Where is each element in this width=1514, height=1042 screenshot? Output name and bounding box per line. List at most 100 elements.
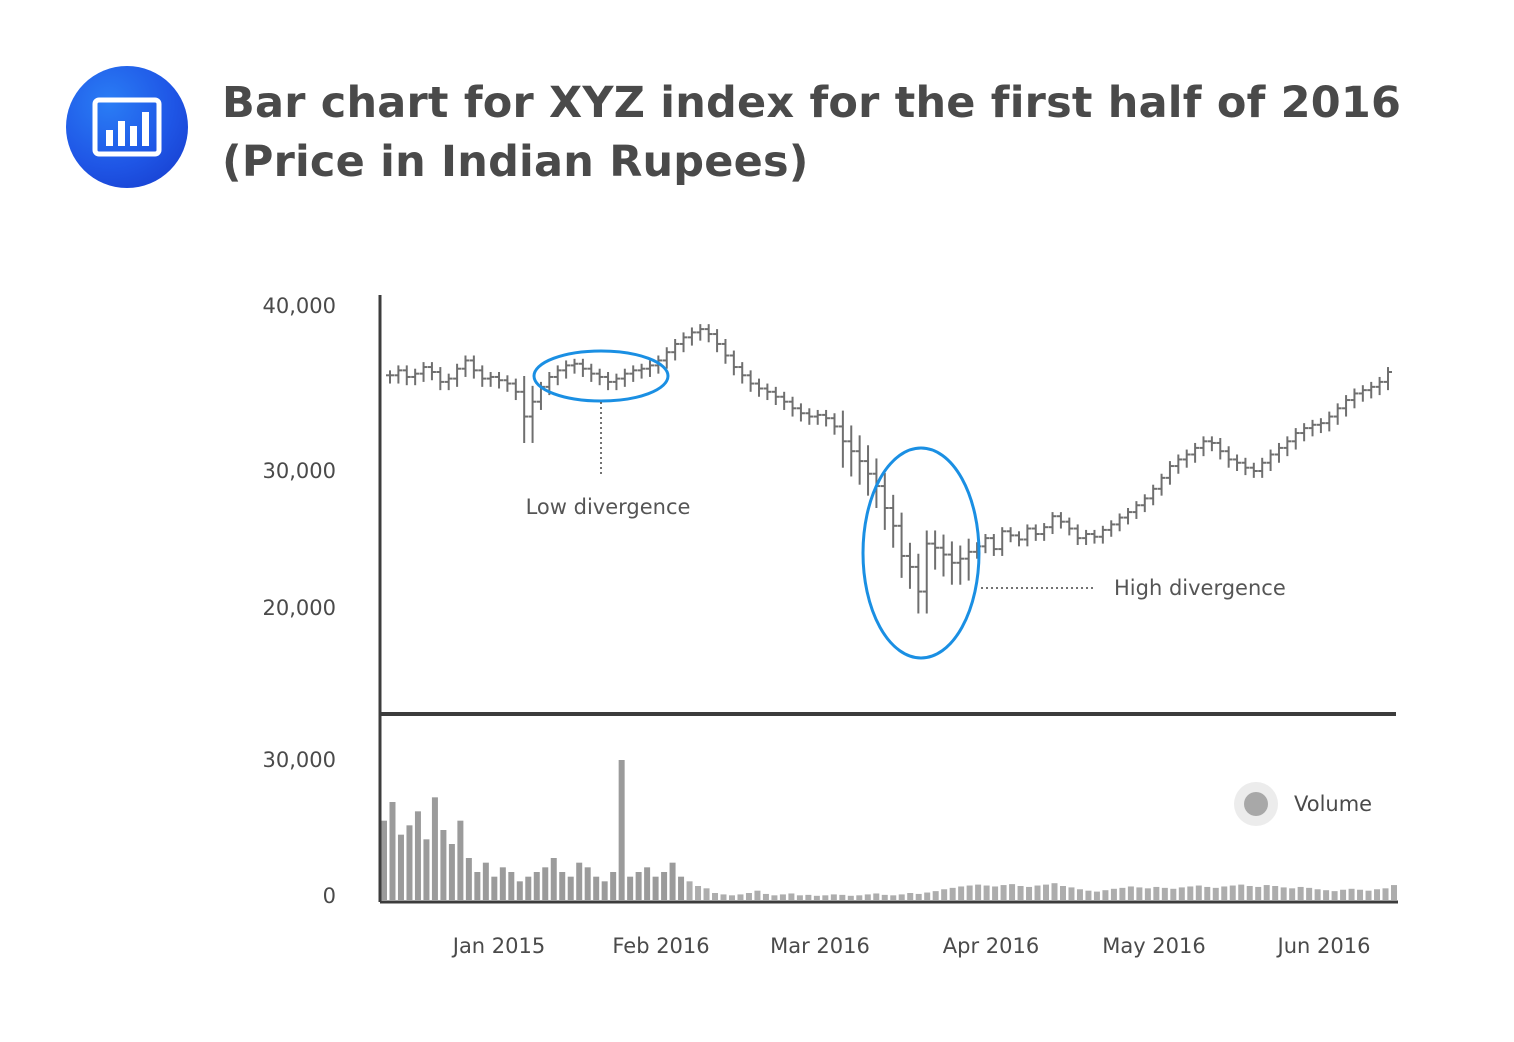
price-bar: [570, 358, 579, 374]
volume-bar: [448, 844, 455, 900]
price-bar: [931, 530, 940, 570]
volume-bar: [1212, 887, 1219, 900]
price-bar: [1006, 527, 1015, 543]
volume-bar: [1026, 886, 1033, 900]
price-bar: [1350, 388, 1359, 409]
price-bar: [612, 373, 621, 391]
price-bar: [528, 385, 537, 443]
x-tick-label: Jun 2016: [1276, 934, 1371, 958]
price-bar: [1233, 454, 1242, 471]
volume-bar: [1263, 885, 1270, 900]
price-bar: [897, 512, 906, 578]
price-bar: [1140, 494, 1149, 513]
volume-bar: [1357, 889, 1364, 900]
price-bar: [864, 445, 873, 496]
volume-bar: [745, 893, 752, 900]
volume-bar: [966, 885, 973, 900]
price-bars: [386, 324, 1392, 614]
volume-bar: [652, 876, 659, 900]
volume-bar: [381, 820, 387, 900]
price-bar: [503, 375, 512, 392]
volume-bar: [516, 881, 523, 900]
price-bar: [1056, 512, 1065, 529]
volume-bar: [1255, 886, 1262, 900]
price-bar: [1082, 529, 1091, 545]
price-bar: [838, 410, 847, 468]
volume-bar: [856, 895, 863, 900]
price-bar: [989, 534, 998, 556]
volume-bar: [525, 876, 532, 900]
low-divergence-highlight: [532, 349, 670, 403]
price-bar: [671, 339, 680, 361]
price-bar: [1258, 457, 1267, 478]
price-bar: [1342, 395, 1351, 417]
volume-bar: [431, 797, 438, 900]
volume-bar: [1102, 890, 1109, 900]
price-bar: [1090, 529, 1099, 544]
price-bar: [386, 370, 394, 384]
price-bar: [813, 409, 822, 425]
volume-bar: [890, 895, 897, 900]
price-bar: [1115, 513, 1124, 532]
volume-bar: [949, 887, 956, 900]
volume-bar: [1382, 888, 1389, 900]
volume-bar: [593, 876, 600, 900]
price-bar: [998, 527, 1007, 556]
volume-bar: [958, 886, 965, 900]
price-bar: [687, 327, 696, 346]
x-tick-label: Mar 2016: [770, 934, 870, 958]
volume-bar: [907, 893, 914, 900]
volume-bar: [678, 876, 685, 900]
price-bar: [1325, 411, 1334, 432]
price-bar: [964, 538, 973, 581]
price-bar: [947, 541, 956, 585]
price-bar: [587, 363, 596, 382]
price-bar: [1157, 473, 1166, 496]
price-bar: [1048, 512, 1057, 535]
price-bar: [562, 360, 571, 379]
price-bar: [1191, 442, 1200, 463]
volume-bar: [1059, 886, 1066, 900]
price-bar: [1358, 385, 1367, 402]
price-bar: [1165, 461, 1174, 485]
volume-bar: [762, 893, 769, 900]
price-bar: [427, 362, 436, 381]
volume-bar: [1340, 889, 1347, 900]
price-bar: [788, 396, 797, 417]
price-bar: [402, 365, 411, 386]
price-bar: [1098, 525, 1107, 544]
volume-bar: [728, 895, 735, 900]
volume-bar: [1076, 889, 1083, 900]
x-tick-label: May 2016: [1102, 934, 1206, 958]
price-bar: [1241, 457, 1250, 476]
price-bar: [1124, 507, 1133, 525]
volume-bar: [423, 839, 430, 900]
volume-bar: [754, 890, 761, 900]
volume-bar: [796, 895, 803, 900]
volume-bar: [457, 820, 464, 900]
volume-bar: [1085, 890, 1092, 900]
volume-bar: [813, 895, 820, 900]
price-bar: [578, 358, 587, 377]
price-bar: [1300, 423, 1309, 442]
price-bar: [1316, 418, 1325, 434]
volume-bar: [491, 876, 498, 900]
volume-bar: [1280, 887, 1287, 900]
volume-bar: [771, 895, 778, 900]
volume-bar: [406, 825, 413, 900]
volume-bar: [873, 893, 880, 900]
bar-chart-icon: [92, 97, 162, 157]
price-bar: [394, 365, 403, 384]
price-bar: [822, 409, 831, 427]
volume-bar: [397, 834, 404, 900]
volume-bar: [1306, 887, 1313, 900]
price-bar: [453, 363, 462, 387]
volume-bar: [1043, 884, 1050, 900]
volume-bar: [635, 872, 642, 900]
volume-bar: [830, 894, 837, 900]
volume-bar: [508, 872, 515, 900]
volume-bar: [1009, 884, 1016, 900]
price-bar: [553, 365, 562, 386]
price-bar: [1384, 367, 1392, 391]
